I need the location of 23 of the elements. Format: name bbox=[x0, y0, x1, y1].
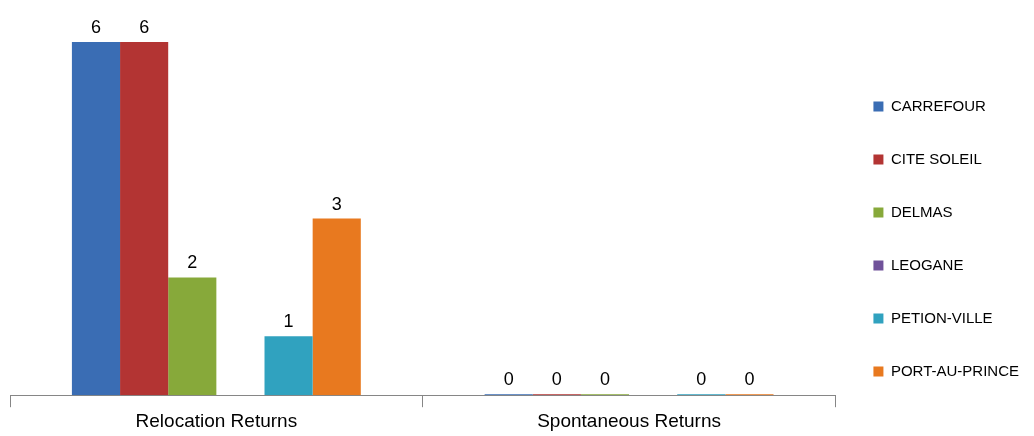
data-label: 0 bbox=[696, 369, 707, 390]
data-label: 0 bbox=[551, 369, 562, 390]
bar bbox=[312, 218, 361, 396]
legend-label: CARREFOUR bbox=[890, 96, 987, 114]
data-label: 0 bbox=[503, 369, 514, 390]
data-label: 0 bbox=[744, 369, 755, 390]
legend-label: CITE SOLEIL bbox=[890, 149, 982, 167]
bar bbox=[120, 42, 169, 396]
legend-label: PORT-AU-PRINCE bbox=[890, 361, 1020, 379]
data-label: 3 bbox=[331, 193, 342, 214]
x-tick-label: Spontaneous Returns bbox=[537, 409, 721, 431]
bar bbox=[264, 336, 313, 396]
bar bbox=[168, 277, 217, 396]
data-label: 6 bbox=[90, 16, 101, 37]
data-label: 1 bbox=[283, 311, 294, 332]
data-label: 0 bbox=[599, 369, 610, 390]
legend-label: PETION-VILLE bbox=[890, 308, 993, 326]
legend-label: LEOGANE bbox=[890, 255, 964, 273]
legend-label: DELMAS bbox=[890, 202, 953, 220]
x-tick-label: Relocation Returns bbox=[135, 409, 298, 431]
bar bbox=[71, 42, 121, 396]
data-label: 6 bbox=[139, 16, 150, 37]
data-label: 2 bbox=[187, 252, 198, 273]
